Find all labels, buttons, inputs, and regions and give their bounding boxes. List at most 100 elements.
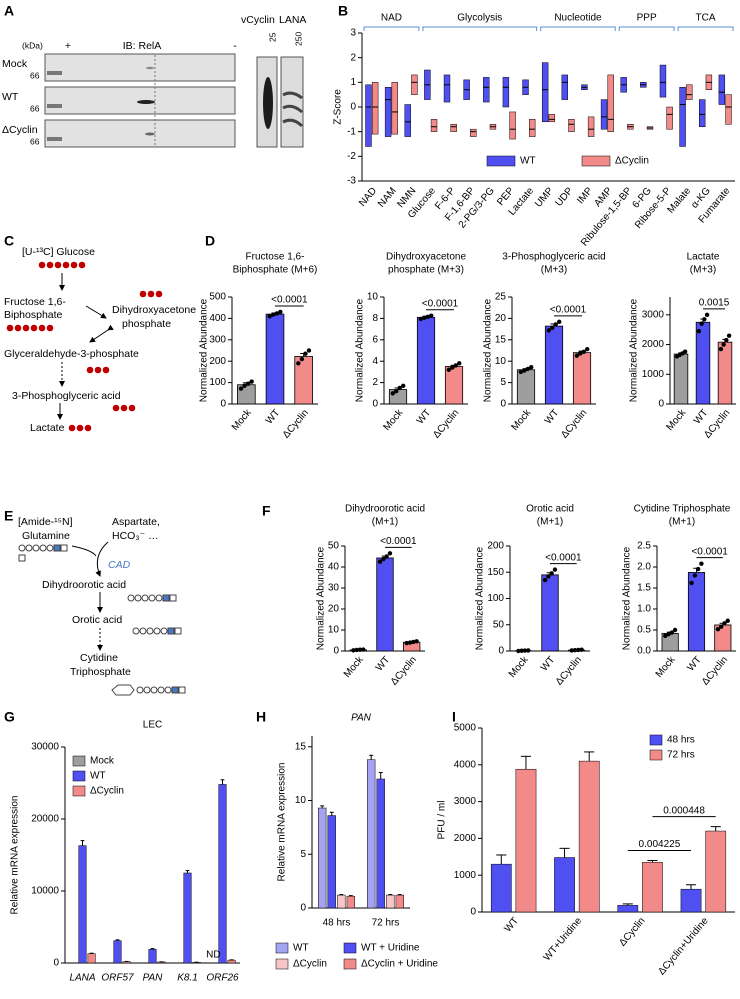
y-tick-label: 0 (220, 399, 226, 410)
range-box (365, 84, 372, 147)
x-tick-label: ORF57 (101, 973, 134, 984)
x-tick-label: ΔCyclin (559, 408, 589, 441)
data-point (267, 314, 272, 319)
metabolite: [U-¹³C] Glucose (22, 246, 95, 258)
blot-strip (44, 119, 236, 148)
data-point (525, 366, 530, 372)
row-label: ΔCyclin (2, 124, 38, 136)
range-box (411, 74, 418, 95)
y-tick-label: 3000 (454, 796, 477, 807)
y-tick-label: 500 (209, 292, 226, 303)
data-point (696, 328, 702, 334)
panel-label: E (4, 508, 13, 524)
y-tick-label: 30 (328, 583, 340, 594)
chart-title: (M+3) (690, 265, 716, 276)
atom-chain (18, 544, 68, 562)
p-value: <0.0001 (550, 304, 587, 315)
chart-title: PAN (351, 713, 372, 724)
bar (515, 768, 537, 913)
legend-swatch (649, 734, 663, 746)
data-point (296, 361, 301, 366)
data-point (689, 580, 694, 586)
y-tick-label: 3 (350, 28, 356, 39)
range-box (483, 77, 490, 103)
data-point (453, 363, 458, 368)
column-label: vCyclin (241, 14, 275, 26)
data-point (249, 379, 254, 384)
arrow (71, 545, 97, 557)
y-tick-label: 0 (500, 399, 506, 410)
bar (717, 341, 733, 405)
atom-chain (127, 594, 177, 602)
range-box (443, 74, 451, 103)
range-box (404, 104, 411, 137)
bar (218, 784, 227, 964)
group-label: NAD (381, 13, 402, 24)
x-tick-label: Mock (382, 407, 406, 433)
x-tick-label: WT (685, 655, 703, 674)
data-point (581, 349, 586, 354)
y-tick-label: 0 (498, 646, 504, 657)
blot-band (146, 66, 154, 70)
data-point (390, 391, 395, 396)
p-value: 0.004225 (639, 839, 681, 850)
data-point (529, 364, 534, 370)
legend-label: 48 hrs (667, 735, 695, 746)
enzyme-label: CAD (108, 559, 131, 571)
x-tick-label: UDP (553, 185, 575, 208)
chart-title: (M+1) (537, 517, 563, 528)
metabolite: Biphosphate (4, 309, 63, 321)
x-tick-label: Mock (230, 407, 254, 433)
legend-label: Mock (90, 756, 115, 767)
data-point (718, 346, 724, 352)
data-point (381, 556, 386, 562)
y-tick-label: 2000 (454, 833, 477, 844)
x-tick-label: ΔCyclin+Uridine (656, 915, 711, 977)
y-tick-label: 30000 (31, 742, 59, 753)
range-box (725, 94, 732, 125)
legend-label: 72 hrs (667, 750, 695, 761)
metabolite: Dihydroorotic acid (42, 579, 126, 591)
range-box (679, 87, 686, 147)
data-point (387, 551, 393, 556)
x-tick-label: ΔCyclin (617, 916, 647, 949)
y-tick-label: 5000 (454, 723, 477, 734)
group-bracket (677, 26, 734, 31)
y-axis-label: Normalized Abundance (622, 546, 633, 650)
y-tick-label: 100 (487, 593, 504, 604)
y-tick-label: 0 (372, 399, 378, 410)
x-tick-label: PAN (143, 973, 164, 984)
bar (386, 894, 395, 909)
range-box (548, 114, 556, 123)
panel-label: H (256, 709, 266, 725)
y-axis-label: PFU / ml (437, 801, 448, 840)
row-label: WT (2, 91, 19, 103)
annotation: ND (206, 950, 220, 961)
data-point (526, 648, 531, 653)
y-tick-label: 0.5 (637, 625, 651, 636)
atom-chain (132, 627, 182, 635)
group-bracket (618, 26, 675, 31)
data-point (721, 342, 726, 347)
data-point (702, 317, 707, 322)
chart-title: Dihydroxyacetone (386, 252, 466, 263)
metabolite: Dihydroxyacetone (112, 304, 196, 316)
x-tick-label: Mock (342, 654, 366, 680)
bar (695, 321, 711, 405)
bar (113, 940, 122, 964)
carbon-dots (112, 404, 136, 412)
x-tick-label: WT+Uridine (542, 915, 585, 963)
y-tick-label: 100 (209, 377, 226, 388)
bar (346, 895, 356, 909)
panel-label: A (4, 3, 14, 19)
arrow (85, 305, 107, 319)
y-tick-label: 0 (658, 399, 664, 410)
data-point (394, 388, 399, 394)
chart-title: (M+1) (372, 517, 398, 528)
x-tick-label: WT (539, 655, 557, 674)
y-tick-label: 20 (328, 604, 340, 615)
y-axis-label: Z-Score (333, 89, 344, 125)
data-point (278, 309, 283, 315)
range-box (470, 128, 477, 137)
data-point (361, 647, 366, 652)
